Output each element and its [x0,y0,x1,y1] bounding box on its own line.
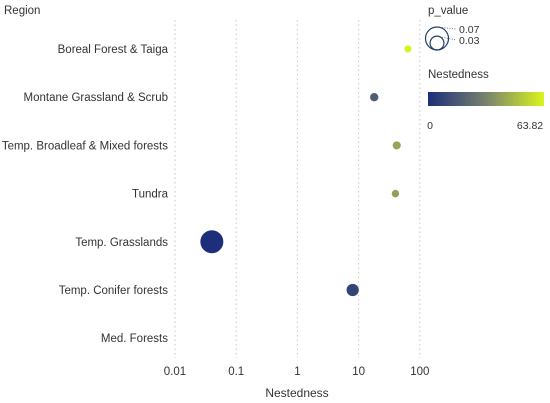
category-label: Med. Forests [101,333,168,345]
y-axis-categories: Boreal Forest & Taiga Montane Grassland &… [2,44,169,345]
category-label: Temp. Broadleaf & Mixed forests [2,140,168,152]
color-legend-max: 63.82 [517,120,543,132]
data-point [370,93,379,102]
x-tick-label: 0.01 [164,366,186,378]
data-point [392,141,401,150]
data-point [404,45,412,53]
x-tick-label: 100 [410,366,429,378]
y-axis-title: Region [4,5,40,17]
data-point [391,189,400,198]
color-legend-gradient [428,92,544,106]
category-label: Boreal Forest & Taiga [58,44,169,56]
size-legend-circle [429,35,445,51]
size-legend: 0.070.03 [424,24,480,51]
category-label: Temp. Grasslands [75,237,168,249]
x-axis-title: Nestedness [265,386,328,400]
size-legend-label: 0.03 [459,35,480,47]
color-legend-min: 0 [427,120,433,132]
category-label: Montane Grassland & Scrub [24,92,168,104]
size-legend-title: p_value [428,5,468,17]
size-legend-label: 0.07 [459,24,480,36]
data-point [346,283,359,297]
x-tick-label: 1 [294,366,300,378]
color-legend-title: Nestedness [428,69,489,81]
size-legend-circle [424,26,450,51]
category-label: Tundra [132,189,169,201]
data-points [200,45,412,297]
x-tick-label: 10 [352,366,365,378]
legend: p_value 0.070.03 Nestedness 0 63.82 [424,5,544,132]
category-label: Temp. Conifer forests [59,285,169,297]
x-tick-label: 0.1 [228,366,244,378]
size-legend-leader [436,35,457,41]
x-axis-ticks: 0.01 0.1 1 10 100 [164,366,430,378]
size-legend-leader [436,26,457,30]
data-point [200,230,224,254]
grid-lines [174,20,421,358]
